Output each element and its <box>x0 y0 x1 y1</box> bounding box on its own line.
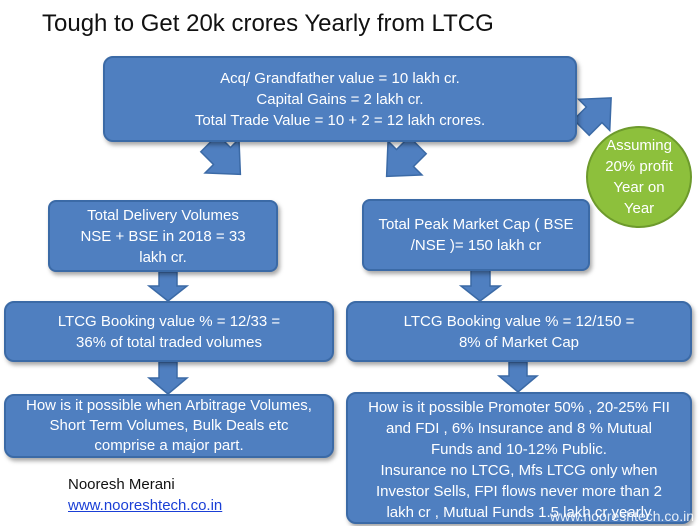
box-line: How is it possible when Arbitrage Volume… <box>26 397 312 414</box>
arrow-right-1 <box>458 269 503 302</box>
circle-line: 20% profit <box>605 158 673 175</box>
arrow-left-1 <box>146 271 190 302</box>
arrow-top-to-right <box>385 135 428 178</box>
box-line: 36% of total traded volumes <box>76 333 262 351</box>
box-line: lakh cr , Mutual Funds 1.5 lakh cr yearl… <box>386 504 652 521</box>
peak-market-cap-box: Total Peak Market Cap ( BSE /NSE )= 150 … <box>362 199 590 271</box>
assumption-circle: Assuming 20% profit Year on Year <box>586 126 692 228</box>
ltcg-booking-market-cap-box: LTCG Booking value % = 12/150 = 8% of Ma… <box>346 301 692 362</box>
circle-line: Year on <box>613 179 665 196</box>
box-line: and FDI , 6% Insurance and 8 % Mutual <box>386 420 652 437</box>
watermark: www.nooreshtech.co.in <box>550 508 694 524</box>
box-line: LTCG Booking value % = 12/150 = <box>403 312 635 330</box>
box-line: Investor Sells, FPI flows never more tha… <box>376 483 662 500</box>
delivery-volumes-box: Total Delivery Volumes NSE + BSE in 2018… <box>48 200 278 272</box>
author-name: Nooresh Merani <box>68 476 175 493</box>
box-line: Short Term Volumes, Bulk Deals etc <box>49 417 289 434</box>
box-line: Capital Gains = 2 lakh cr. <box>256 90 424 108</box>
box-line: /NSE )= 150 lakh cr <box>410 237 542 254</box>
box-line: 8% of Market Cap <box>458 333 580 351</box>
arrow-right-2 <box>496 361 540 393</box>
box-line: LTCG Booking value % = 12/33 = <box>57 312 281 330</box>
box-line: How is it possible Promoter 50% , 20-25%… <box>368 399 670 416</box>
slide-title: Tough to Get 20k crores Yearly from LTCG <box>42 10 494 37</box>
box-line: Acq/ Grandfather value = 10 lakh cr. <box>220 69 460 87</box>
box-line: NSE + BSE in 2018 = 33 <box>80 227 246 245</box>
box-line: comprise a major part. <box>94 437 244 454</box>
box-line: lakh cr. <box>139 248 187 266</box>
total-trade-value-box: Acq/ Grandfather value = 10 lakh cr. Cap… <box>103 56 577 142</box>
circle-line: Year <box>623 200 655 217</box>
ltcg-booking-volumes-box: LTCG Booking value % = 12/33 = 36% of to… <box>4 301 334 362</box>
circle-line: Assuming <box>606 137 672 154</box>
arrow-circle-to-top <box>572 97 612 137</box>
box-line: Funds and 10-12% Public. <box>431 441 607 458</box>
box-line: Total Peak Market Cap ( BSE <box>378 216 574 233</box>
arbitrage-question-box: How is it possible when Arbitrage Volume… <box>4 394 334 458</box>
arrow-left-2 <box>146 361 190 395</box>
box-line: Total Trade Value = 10 + 2 = 12 lakh cro… <box>194 111 486 129</box>
promoter-question-box: How is it possible Promoter 50% , 20-25%… <box>346 392 692 524</box>
box-line: Insurance no LTCG, Mfs LTCG only when <box>380 462 658 479</box>
box-line: Total Delivery Volumes <box>87 206 239 224</box>
website-link[interactable]: www.nooreshtech.co.in <box>68 497 223 514</box>
